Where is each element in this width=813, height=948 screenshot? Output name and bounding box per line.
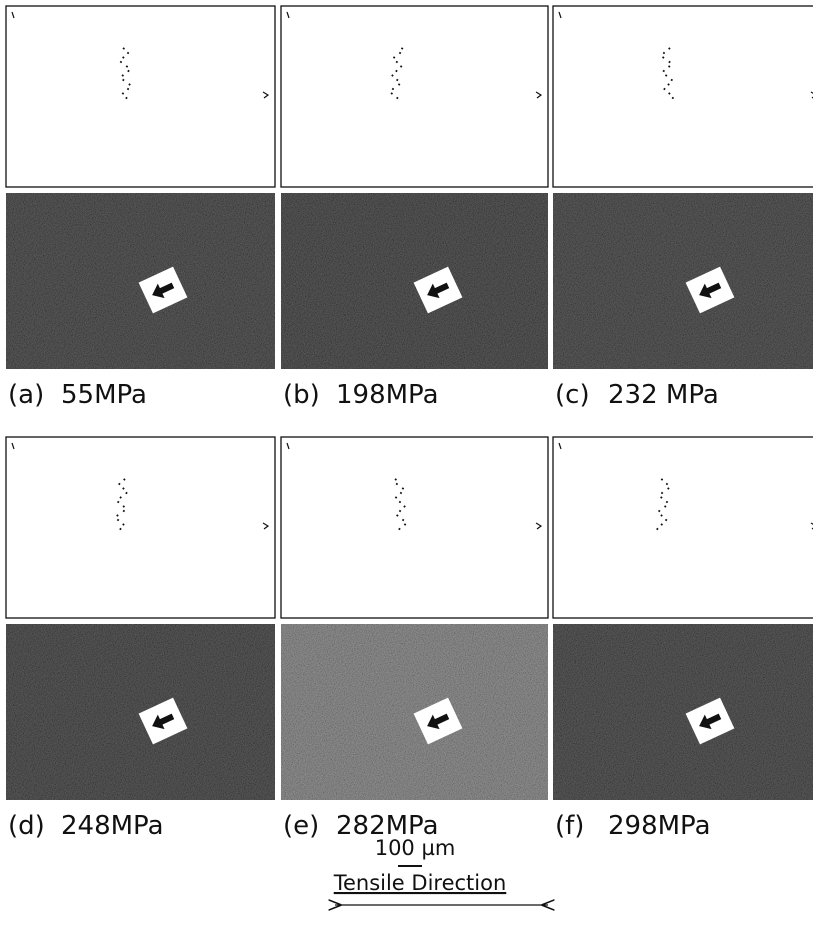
- stress-label: 55MPa: [61, 380, 147, 410]
- panel-label: (f): [555, 811, 584, 841]
- micrograph-noise: [281, 624, 548, 800]
- trace-map: [281, 437, 548, 618]
- panel-label: (b): [283, 380, 320, 410]
- micrograph-noise: [6, 624, 275, 800]
- panel: [281, 437, 548, 800]
- panel-label: (a): [8, 380, 44, 410]
- trace-map: [6, 6, 275, 187]
- direction-label: Tensile Direction: [333, 871, 507, 895]
- panel: [553, 6, 813, 369]
- stress-label: 198MPa: [336, 380, 439, 410]
- figure: 100 µm Tensile Direction (a)55MPa(b)198M…: [0, 0, 813, 944]
- trace-map: [553, 437, 813, 618]
- micrograph-noise: [281, 193, 548, 369]
- stress-label: 232 MPa: [608, 380, 719, 410]
- panel: [6, 6, 275, 369]
- stress-label: 248MPa: [61, 811, 164, 841]
- trace-map: [281, 6, 548, 187]
- stress-label: 298MPa: [608, 811, 711, 841]
- trace-map: [6, 437, 275, 618]
- page: {"panels": [ {"label": "(a)", "stress": …: [0, 0, 813, 944]
- panel: [553, 437, 813, 800]
- panel: [6, 437, 275, 800]
- stress-label: 282MPa: [336, 811, 439, 841]
- panel-label: (c): [555, 380, 590, 410]
- micrograph-noise: [553, 624, 813, 800]
- micrograph-noise: [6, 193, 275, 369]
- micrograph-noise: [553, 193, 813, 369]
- panel-label: (e): [283, 811, 319, 841]
- panel: [281, 6, 548, 369]
- trace-map: [553, 6, 813, 187]
- panel-label: (d): [8, 811, 45, 841]
